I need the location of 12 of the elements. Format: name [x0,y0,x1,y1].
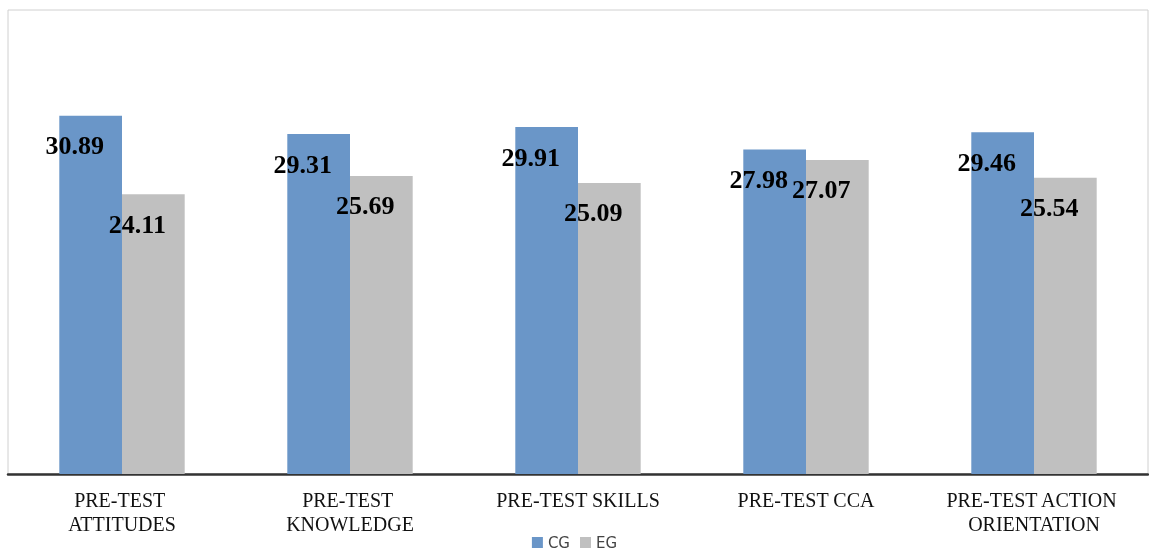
legend-label: CG [547,533,571,552]
x-tick-label: PRE-TEST ATTITUDES [68,489,176,535]
data-label: 25.69 [336,191,395,221]
data-label: 24.11 [108,209,166,239]
x-tick-label: PRE-TEST SKILLS [496,489,660,511]
x-tick-label: PRE-TEST KNOWLEDGE [286,489,414,535]
data-label: 27.07 [792,175,851,205]
x-tick-label: PRE-TEST ACTION ORIENTATION [946,489,1122,535]
data-label: 25.54 [1020,193,1079,223]
data-label: 25.09 [564,198,623,228]
legend-label: EG [596,533,618,552]
x-tick-label: PRE-TEST CCA [737,489,875,511]
